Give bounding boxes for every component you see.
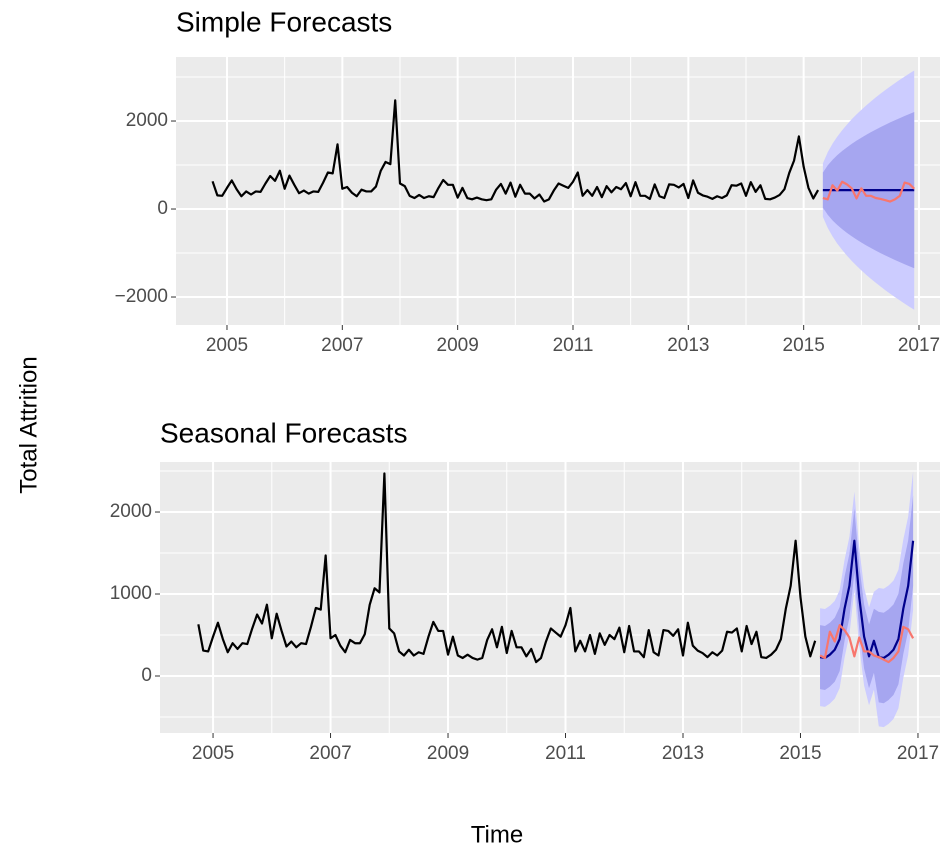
x-tick-label: 2005: [206, 335, 248, 356]
series-line: [211, 99, 820, 203]
x-tick-label: 2013: [667, 335, 709, 356]
y-tick-label: 1000: [110, 583, 152, 604]
series-line: [197, 472, 817, 664]
x-tick-label: 2007: [321, 335, 363, 356]
x-tick-label: 2009: [437, 335, 479, 356]
chart-title: Simple Forecasts: [176, 6, 392, 37]
y-tick-label: 2000: [110, 501, 152, 522]
series-line: [819, 539, 915, 660]
y-tick-label: 0: [141, 665, 152, 686]
x-tick-label: 2009: [427, 743, 469, 764]
y-tick-label: −2000: [115, 286, 168, 307]
x-axis-title: Time: [471, 821, 523, 848]
x-tick-label: 2015: [779, 743, 821, 764]
prediction-interval: [820, 495, 914, 704]
x-tick-label: 2017: [897, 743, 939, 764]
x-tick-label: 2015: [783, 335, 825, 356]
series-line: [822, 180, 915, 203]
x-tick-label: 2011: [545, 743, 586, 764]
panel-background: [160, 462, 940, 733]
y-tick-label: 2000: [126, 110, 168, 131]
y-axis-title: Total Attrition: [15, 356, 42, 493]
x-tick-label: 2007: [309, 743, 351, 764]
x-tick-label: 2013: [662, 743, 704, 764]
x-tick-label: 2011: [553, 335, 594, 356]
series-line: [819, 624, 915, 664]
y-tick-label: 0: [157, 198, 168, 219]
chart-title: Seasonal Forecasts: [160, 417, 407, 448]
x-tick-label: 2017: [898, 335, 940, 356]
x-tick-label: 2005: [192, 743, 234, 764]
